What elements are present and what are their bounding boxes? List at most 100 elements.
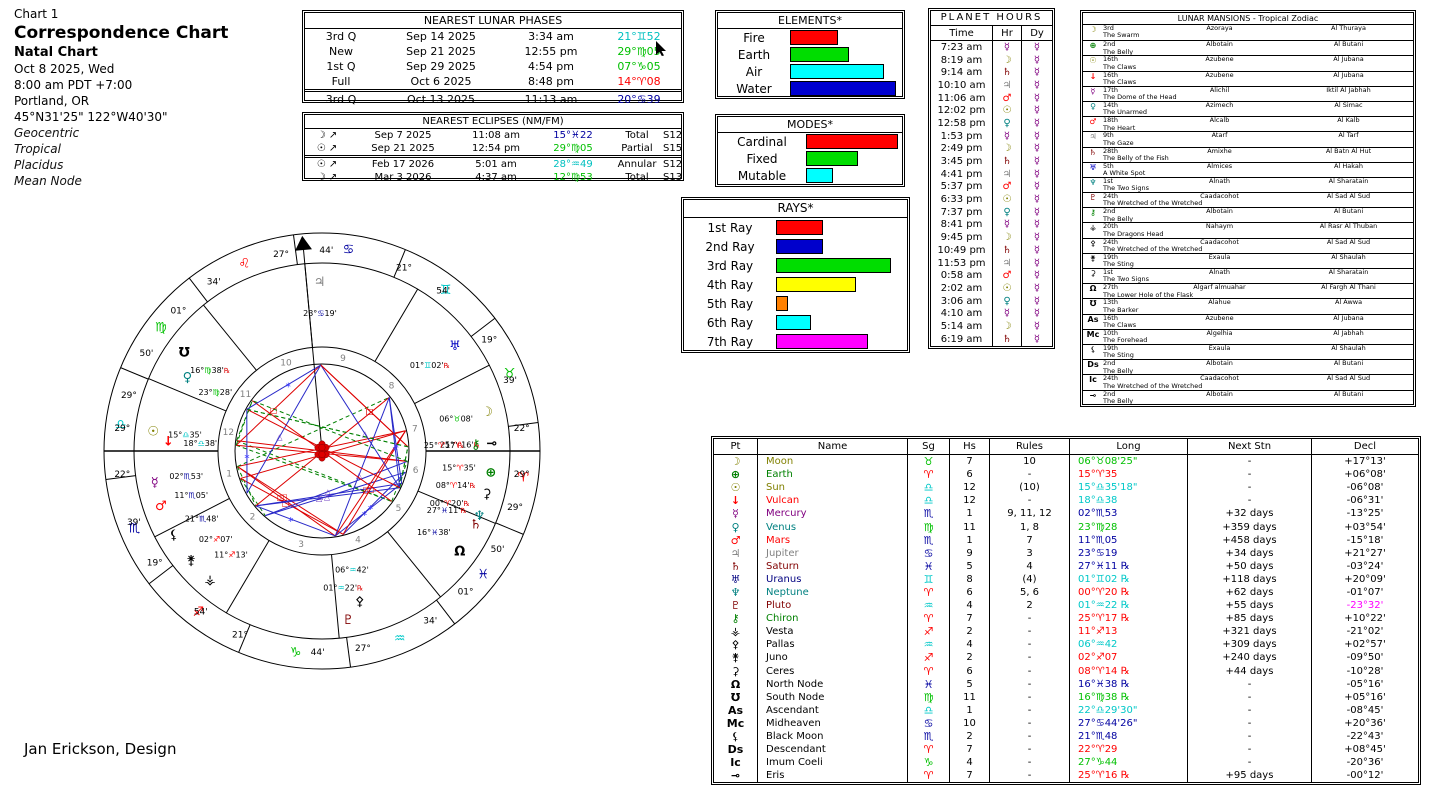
zodiac-sign-icon: ♈ — [517, 470, 529, 485]
mansion-line1: 19th Exaula Al Shaulah — [1103, 253, 1413, 261]
mansion-arabic-name: Al Hakah — [1334, 161, 1363, 170]
hour-time: 12:58 pm — [931, 117, 993, 130]
house-number: 6 — [950, 664, 990, 678]
cusp-minute-label: 34' — [207, 278, 221, 288]
point-name: Midheaven — [758, 716, 908, 730]
hour-time: 7:23 am — [931, 41, 993, 54]
planet-hour-row: 11:53 pm ♃ ☿ — [931, 256, 1052, 270]
sign-icon: ♊ — [908, 572, 950, 586]
planet-hours-rows: 7:23 am ☿ ☿ 8:19 am ☽ ☿ 9:14 am ♄ ☿ 10:10 am ♃ ☿ 11:… — [931, 41, 1052, 346]
aspect-glyph: □ — [282, 499, 290, 508]
point-icon: ♆ — [714, 585, 758, 600]
point-name: Pallas — [758, 638, 908, 652]
planet-hour-row: 4:10 am ☿ ☿ — [931, 307, 1052, 321]
mansion-name: Almices — [1206, 161, 1233, 170]
center-cluster-glyph — [318, 444, 326, 451]
sign-icon: ♓ — [908, 677, 950, 691]
mansion-body: 2nd Albotain Al Butani The Belly — [1103, 359, 1413, 374]
chart-info-line: Portland, OR — [14, 94, 90, 108]
modes-bar-label: Cardinal — [737, 134, 787, 149]
hour-ruler-icon: ♀ — [993, 294, 1022, 308]
rules-houses: - — [990, 625, 1070, 639]
mansion-arabic-name: Al Thuraya — [1330, 24, 1366, 32]
phase-phase: New — [329, 45, 353, 58]
cusp-degree-label: 19° — [481, 336, 497, 346]
mansion-description: The Two Signs — [1103, 275, 1149, 284]
lunar-mansions-rows: ☽ 3rd Azoraya Al Thuraya The Swarm ⊕ 2nd Albota… — [1083, 24, 1413, 405]
phase-pos: 07°♑05 — [617, 60, 661, 73]
hour-time: 5:14 am — [931, 320, 993, 333]
aspect-line — [235, 364, 322, 446]
mansion-description: The Belly — [1103, 214, 1134, 223]
zodiac-sign-icon: ♑ — [290, 645, 302, 660]
mansion-ordinal: 9th — [1103, 131, 1114, 140]
sign-icon: ♓ — [908, 559, 950, 573]
mansion-name: Caadacohot — [1200, 192, 1239, 201]
longitude: 15°♈35 — [1070, 468, 1188, 482]
cusp-degree-label: 21° — [232, 631, 248, 641]
house-cusp-line-8 — [414, 364, 490, 404]
eclipse-saros: S133 — [663, 172, 681, 183]
mansion-arabic-name: Al Rasr Al Thuban — [1319, 222, 1378, 231]
mansion-planet-icon: ☽ — [1089, 25, 1097, 34]
aspect-line — [265, 460, 408, 517]
rays-bar — [776, 277, 856, 292]
mansion-planet-icon: ⚶ — [1089, 223, 1097, 233]
mansion-ordinal: 16th — [1103, 55, 1118, 64]
lunar-mansion-row: ♄ 28th Amixhe Al Batn Al Hut The Belly of th… — [1083, 146, 1413, 162]
wheel-planet-icon-uranus: ♅ — [449, 339, 461, 354]
lunar-phase-row: Full Oct 6 2025 8:48 pm 14°♈08 — [305, 74, 681, 89]
phase-date: Sep 14 2025 — [406, 30, 476, 43]
elements-bar — [790, 81, 896, 96]
lunar-mansion-row: ☽ 3rd Azoraya Al Thuraya The Swarm — [1083, 24, 1413, 40]
lunar-phase-row: 1st Q Sep 29 2025 4:54 pm 07°♑05 — [305, 59, 681, 74]
mansion-arabic-name: Al Jabhah — [1333, 328, 1364, 337]
declination: -05°16' — [1346, 678, 1384, 690]
phase-pos: 20°♋39 — [617, 93, 661, 106]
hour-time: 12:02 pm — [931, 104, 993, 118]
mansion-description: The Belly of the Fish — [1103, 153, 1169, 162]
point-icon: ↓ — [714, 494, 758, 508]
point-icon: Ω — [714, 677, 758, 691]
sign-boundary-tick — [188, 277, 208, 303]
mansion-planet-icon: ♃ — [1089, 132, 1097, 142]
hour-time: 9:14 am — [931, 66, 993, 80]
sign-icon: ♍ — [908, 520, 950, 534]
hour-time: 4:10 am — [931, 307, 993, 321]
eclipse-type: Annular — [617, 159, 657, 170]
planet-table-row: ♀ Venus ♍ 11 1, 8 23°♍28 +359 days +03°54' — [714, 520, 1418, 534]
mansion-body: 13th Alahue Al Awwa The Barker — [1103, 298, 1413, 313]
next-station: - — [1188, 677, 1312, 691]
lunar-phases-rows: 3rd Q Sep 14 2025 3:34 am 21°♊52 New Sep 21 2… — [305, 29, 681, 107]
header-rules: Rules — [990, 439, 1070, 454]
house-cusp-line-11 — [203, 304, 257, 371]
next-station: +62 days — [1188, 585, 1312, 600]
sign-boundary-tick — [292, 234, 298, 265]
cusp-minute-label: 54' — [194, 607, 208, 617]
point-name: Jupiter — [758, 546, 908, 560]
rules-houses: - — [990, 756, 1070, 770]
hour-time: 8:19 am — [931, 53, 993, 67]
rules-houses: - — [990, 703, 1070, 717]
longitude: 23°♍28 — [1070, 520, 1188, 534]
longitude: 06°♒42 — [1070, 638, 1188, 652]
hour-ruler-icon: ♄ — [993, 66, 1022, 80]
house-number: 1 — [950, 507, 990, 521]
next-station: +359 days — [1188, 520, 1312, 534]
hour-ruler-icon: ☿ — [993, 218, 1022, 232]
mansion-name: Alcalb — [1209, 116, 1230, 125]
point-name: Neptune — [758, 585, 908, 600]
mansion-body: 24th Caadacohot Al Sad Al Sud The Wretched … — [1103, 374, 1413, 389]
rules-houses: - — [990, 468, 1070, 482]
sign-icon: ♏ — [908, 507, 950, 521]
zodiac-sign-icon: ♉ — [504, 366, 516, 381]
col-hr: Hr — [993, 26, 1022, 40]
point-icon: ♀ — [714, 520, 758, 534]
planet-table-row: ☽ Moon ♉ 7 10 06°♉08'25" - +17°13' — [714, 455, 1418, 469]
declination: +08°45' — [1344, 744, 1386, 756]
rays-bar-row: 4th Ray — [684, 275, 907, 294]
mansion-planet-icon: ⊕ — [1089, 41, 1097, 51]
rules-houses: 3 — [990, 546, 1070, 560]
mansion-body: 2nd Albotain Al Butani The Belly — [1103, 207, 1413, 223]
planet-table-row: ⚳ Ceres ♈ 6-08°♈14 ℞ +44 days -10°28' — [714, 664, 1418, 678]
